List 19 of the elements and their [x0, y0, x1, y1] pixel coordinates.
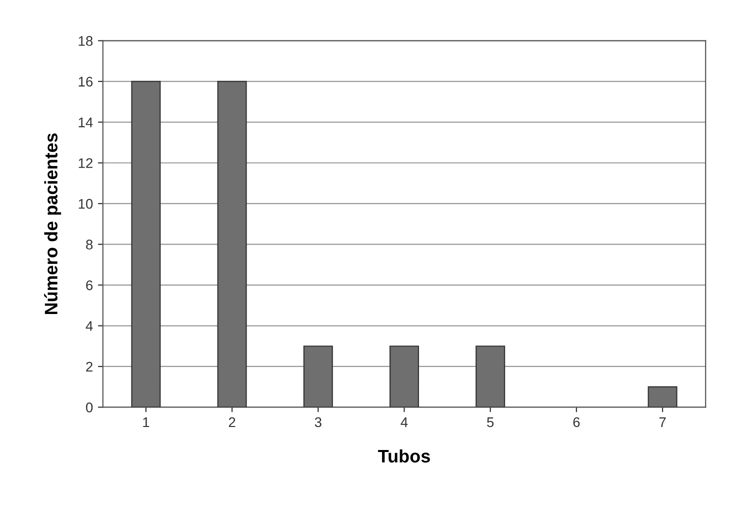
y-tick-label: 8 — [86, 240, 93, 250]
y-tick-label: 2 — [86, 362, 92, 372]
y-tick-label: 0 — [86, 402, 93, 412]
x-tick-label: 5 — [487, 417, 494, 428]
x-tick-label: 1 — [143, 417, 150, 427]
y-tick-label: 10 — [78, 198, 93, 209]
x-tick-label: 2 — [228, 417, 236, 427]
y-axis-title: Número de pacientes — [44, 133, 62, 314]
y-tick-label: 16 — [78, 76, 93, 87]
y-tick-label: 12 — [78, 158, 92, 168]
x-tick-label: 6 — [573, 417, 580, 428]
y-tick-label: 18 — [78, 36, 93, 46]
x-tick-label: 4 — [400, 417, 408, 427]
x-tick-label: 7 — [659, 417, 666, 427]
y-tick-label: 14 — [78, 118, 93, 128]
x-tick-label: 3 — [314, 417, 322, 428]
y-tick-label: 6 — [86, 280, 93, 290]
x-axis-title: Tubos — [378, 449, 430, 463]
y-tick-label: 4 — [86, 321, 93, 331]
